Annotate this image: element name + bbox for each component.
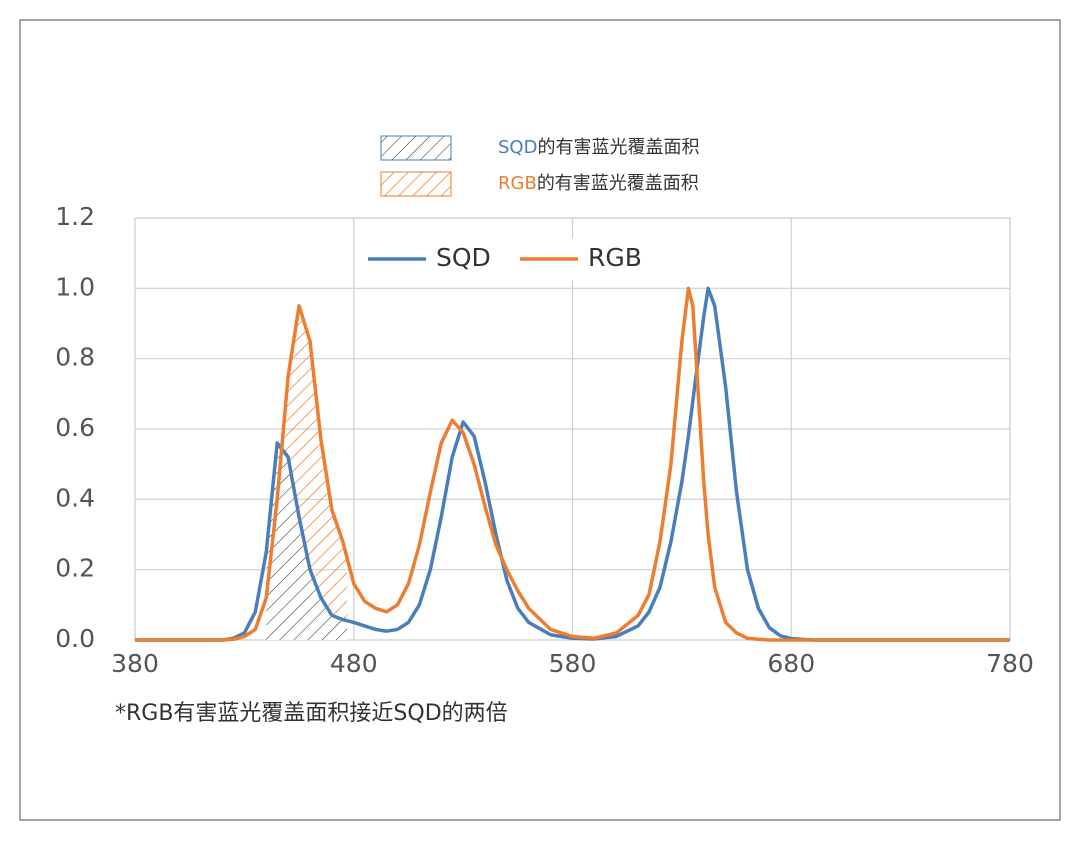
area-legend-series: SQD xyxy=(498,137,537,158)
x-tick-label: 780 xyxy=(986,649,1034,678)
area-legend-text: 的有害蓝光覆盖面积 xyxy=(537,137,699,158)
series-line xyxy=(135,286,1010,642)
x-tick-label: 380 xyxy=(111,649,159,678)
footnote: *RGB有害蓝光覆盖面积接近SQD的两倍 xyxy=(115,701,508,726)
y-tick-label: 0.8 xyxy=(55,343,95,372)
plot-border xyxy=(134,217,1011,641)
series-line xyxy=(135,286,1010,642)
y-tick-label: 0.0 xyxy=(55,624,95,653)
area-legend-label: RGB的有害蓝光覆盖面积 xyxy=(498,173,699,194)
x-tick-label: 580 xyxy=(549,649,597,678)
x-tick-label: 480 xyxy=(330,649,378,678)
y-tick-label: 1.0 xyxy=(55,272,95,301)
y-tick-label: 1.2 xyxy=(55,202,95,231)
frame xyxy=(19,19,1061,821)
legend-label: RGB xyxy=(588,243,642,272)
x-tick-label: 680 xyxy=(767,649,815,678)
y-tick-label: 0.6 xyxy=(55,413,95,442)
area-legend-swatch xyxy=(380,135,452,161)
y-tick-label: 0.2 xyxy=(55,554,95,583)
hatch-area xyxy=(266,443,348,640)
y-tick-label: 0.4 xyxy=(55,483,95,512)
area-legend-label: SQD的有害蓝光覆盖面积 xyxy=(498,137,699,158)
area-legend-text: 的有害蓝光覆盖面积 xyxy=(537,173,699,194)
area-legend-swatch xyxy=(380,171,452,197)
plot: 0.0 0.2 0.4 0.6 0.8 1.0 1.2 380 480 580 680 780 SQD R… xyxy=(55,202,1034,678)
legend-label: SQD xyxy=(436,243,491,272)
area-legend-series: RGB xyxy=(498,173,537,194)
